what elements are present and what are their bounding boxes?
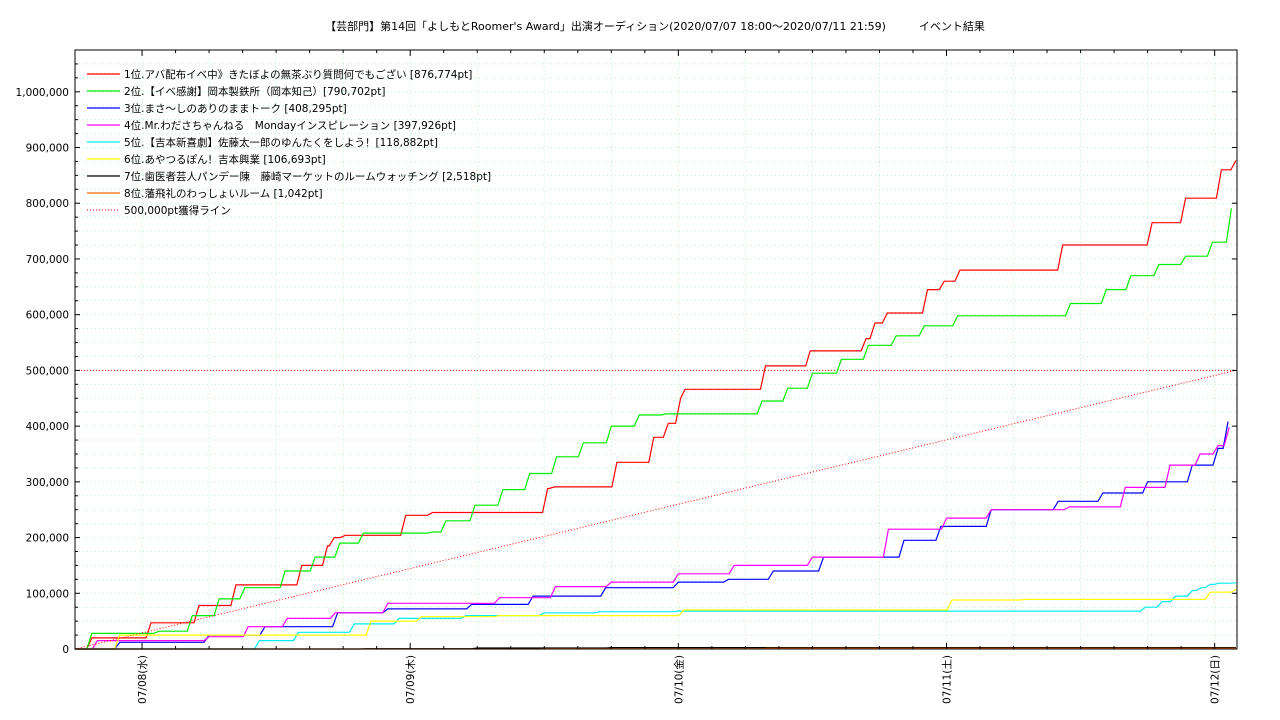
y-tick-label: 0 [62,644,69,656]
legend-label: 7位.歯医者芸人パンデー陳 藤崎マーケットのルームウォッチング [2,518pt… [124,170,491,183]
y-tick-label: 200,000 [26,533,69,545]
x-axis: 07/08(水) 07/09(木) 07/10(金) 07/11(土) 07/12(日) [137,50,1222,704]
y-tick-label: 900,000 [26,143,69,155]
legend-label: 2位.【イベ感謝】岡本製鉄所（岡本知己）[790,702pt] [124,85,385,98]
y-tick-label: 300,000 [26,477,69,489]
series-line-1 [75,160,1237,650]
x-tick-label: 07/10(金) [672,655,685,704]
series-line-4 [75,427,1230,650]
series-line-3 [75,421,1229,650]
legend: 1位.アバ配布イベ中》きたぼよの無茶ぶり質問何でもござい [876,774pt]… [87,68,491,217]
chart-title: 【芸部門】第14回「よしもとRoomer's Award」出演オーディション(2… [325,19,985,33]
y-tick-label: 400,000 [26,421,69,433]
legend-label: 500,000pt獲得ライン [124,204,231,217]
x-tick-label: 07/08(水) [137,655,149,704]
series-line-2 [75,208,1232,650]
x-tick-label: 07/09(木) [405,655,417,704]
y-tick-label: 800,000 [26,198,69,210]
y-axis: 0 100,000 200,000 300,000 400,000 500,000 600,… [16,63,1237,656]
x-tick-label: 07/11(土) [941,655,954,704]
y-tick-label: 1,000,000 [16,87,69,99]
legend-label: 6位.あやつるぽん！吉本興業 [106,693pt] [124,153,326,166]
legend-label: 8位.藩飛礼のわっしょいルーム [1,042pt] [124,187,323,200]
y-tick-label: 700,000 [26,254,69,266]
plot-frame [74,49,1238,650]
series-group [74,160,1237,650]
x-tick-label: 07/12(日) [1210,655,1222,704]
legend-label: 3位.まさ～しのありのままトーク [408,295pt] [124,102,347,115]
legend-label: 1位.アバ配布イベ中》きたぼよの無茶ぶり質問何でもござい [876,774pt] [124,68,472,81]
y-tick-label: 500,000 [26,365,69,377]
grid [75,50,1237,649]
legend-label: 4位.Mr.わださちゃんねる Mondayインスピレーション [397,926p… [124,119,456,132]
series-line-5 [75,582,1236,650]
y-tick-label: 100,000 [26,588,69,600]
series-line-9 [74,369,1237,650]
legend-label: 5位.【吉本新喜劇】佐藤太一郎のゆんたくをしよう！[118,882pt] [124,136,438,149]
y-tick-label: 600,000 [26,310,69,322]
series-line-6 [75,588,1237,650]
